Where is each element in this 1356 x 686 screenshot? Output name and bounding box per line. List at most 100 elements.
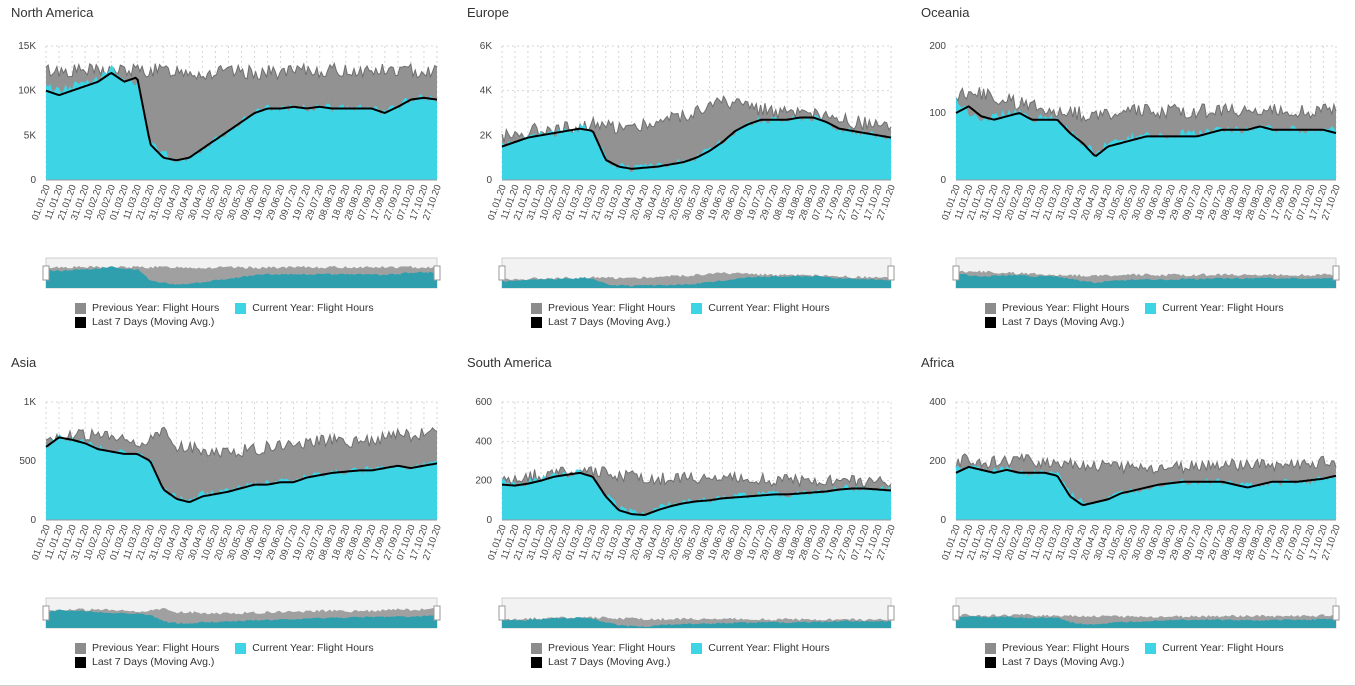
navigator bbox=[498, 597, 895, 629]
legend-label-current: Current Year: Flight Hours bbox=[708, 642, 830, 654]
navigator-handle-left bbox=[42, 265, 50, 281]
panel-south-america: South America 0 200 400 600 01.01.20 11.01.20… bbox=[456, 350, 911, 686]
legend-item-previous[interactable]: Previous Year: Flight Hours bbox=[75, 301, 219, 315]
navigator-current bbox=[956, 616, 1336, 628]
legend-label-moving-avg: Last 7 Days (Moving Avg.) bbox=[1002, 316, 1125, 328]
panel-asia: Asia 0 500 1K 01.01.20 11.01.20 21.01.20 31.01… bbox=[0, 350, 457, 686]
legend-label-previous: Previous Year: Flight Hours bbox=[92, 642, 220, 654]
legend-item-current[interactable]: Current Year: Flight Hours bbox=[235, 301, 374, 315]
navigator-current bbox=[46, 609, 437, 628]
series-current-area bbox=[956, 97, 1336, 180]
legend-swatch-moving-avg bbox=[985, 656, 996, 668]
legend-label-current: Current Year: Flight Hours bbox=[708, 302, 830, 314]
legend-swatch-previous bbox=[985, 302, 996, 314]
legend-label-moving-avg: Last 7 Days (Moving Avg.) bbox=[92, 316, 215, 328]
legend-item-current[interactable]: Current Year: Flight Hours bbox=[1145, 301, 1284, 315]
y-tick-label: 0 bbox=[486, 175, 492, 186]
navigator bbox=[498, 257, 895, 289]
chart-legend: Previous Year: Flight Hours Current Year… bbox=[75, 641, 390, 669]
legend-swatch-current bbox=[1145, 302, 1157, 314]
legend-label-current: Current Year: Flight Hours bbox=[1162, 302, 1284, 314]
y-tick-label: 5K bbox=[24, 130, 37, 141]
panel-europe: Europe 0 2K 4K 6K 01.01.20 11.01.20 21.01.20 31… bbox=[456, 0, 911, 351]
chart-africa: 020040001.01.2011.01.2021.01.2031.01.201… bbox=[929, 397, 1343, 629]
chart-legend: Previous Year: Flight Hours Current Year… bbox=[531, 641, 846, 669]
legend-item-current[interactable]: Current Year: Flight Hours bbox=[691, 641, 830, 655]
y-tick-label: 15K bbox=[18, 41, 36, 52]
y-tick-label: 6K bbox=[480, 41, 493, 52]
legend-label-current: Current Year: Flight Hours bbox=[252, 642, 374, 654]
navigator-current bbox=[956, 272, 1336, 288]
panel-title: Oceania bbox=[921, 5, 970, 20]
navigator-handle-right bbox=[1332, 265, 1340, 281]
panel-title: Asia bbox=[11, 355, 37, 370]
panel-title: South America bbox=[467, 355, 552, 370]
legend-item-current[interactable]: Current Year: Flight Hours bbox=[691, 301, 830, 315]
legend-label-moving-avg: Last 7 Days (Moving Avg.) bbox=[548, 656, 671, 668]
y-tick-label: 1K bbox=[24, 397, 37, 408]
legend-item-moving-avg[interactable]: Last 7 Days (Moving Avg.) bbox=[75, 315, 214, 329]
legend-item-previous[interactable]: Previous Year: Flight Hours bbox=[985, 641, 1129, 655]
series-moving-avg-line bbox=[501, 116, 892, 170]
legend-swatch-current bbox=[235, 302, 247, 314]
series-current-area bbox=[502, 114, 891, 180]
chart-legend: Previous Year: Flight Hours Current Year… bbox=[531, 301, 846, 329]
legend-label-current: Current Year: Flight Hours bbox=[1162, 642, 1284, 654]
navigator-handle-right bbox=[887, 265, 895, 281]
legend-item-moving-avg[interactable]: Last 7 Days (Moving Avg.) bbox=[531, 655, 670, 669]
series-current-area bbox=[956, 465, 1336, 520]
y-tick-label: 10K bbox=[18, 86, 36, 97]
legend-label-previous: Previous Year: Flight Hours bbox=[548, 302, 676, 314]
legend-swatch-moving-avg bbox=[531, 656, 542, 668]
legend-swatch-moving-avg bbox=[75, 316, 86, 328]
y-tick-label: 600 bbox=[475, 397, 492, 408]
legend-item-moving-avg[interactable]: Last 7 Days (Moving Avg.) bbox=[75, 655, 214, 669]
panel-title: Africa bbox=[921, 355, 955, 370]
legend-item-previous[interactable]: Previous Year: Flight Hours bbox=[985, 301, 1129, 315]
panel-title: North America bbox=[11, 5, 94, 20]
legend-item-moving-avg[interactable]: Last 7 Days (Moving Avg.) bbox=[985, 315, 1124, 329]
y-tick-label: 100 bbox=[929, 108, 946, 119]
legend-item-previous[interactable]: Previous Year: Flight Hours bbox=[75, 641, 219, 655]
y-tick-label: 500 bbox=[19, 456, 36, 467]
legend-label-previous: Previous Year: Flight Hours bbox=[92, 302, 220, 314]
chart-legend: Previous Year: Flight Hours Current Year… bbox=[985, 301, 1300, 329]
legend-item-previous[interactable]: Previous Year: Flight Hours bbox=[531, 641, 675, 655]
legend-item-moving-avg[interactable]: Last 7 Days (Moving Avg.) bbox=[985, 655, 1124, 669]
series-previous-line bbox=[955, 87, 1337, 123]
navigator-handle-left bbox=[498, 265, 506, 281]
panel-oceania: Oceania 0 100 200 01.01.20 11.01.20 21.01.20 3… bbox=[910, 0, 1356, 351]
chart-europe: 02K4K6K01.01.2011.01.2021.01.2031.01.201… bbox=[480, 41, 898, 289]
legend-swatch-current bbox=[691, 302, 703, 314]
navigator-current bbox=[46, 266, 437, 288]
legend-swatch-current bbox=[235, 642, 247, 654]
legend-item-previous[interactable]: Previous Year: Flight Hours bbox=[531, 301, 675, 315]
y-tick-label: 0 bbox=[486, 515, 492, 526]
panel-north-america: North America 0 5K 10K 15K 01.01.20 11.01.20 2… bbox=[0, 0, 457, 351]
legend-swatch-previous bbox=[531, 302, 542, 314]
legend-label-previous: Previous Year: Flight Hours bbox=[1002, 642, 1130, 654]
legend-item-moving-avg[interactable]: Last 7 Days (Moving Avg.) bbox=[531, 315, 670, 329]
legend-item-current[interactable]: Current Year: Flight Hours bbox=[1145, 641, 1284, 655]
navigator bbox=[42, 257, 441, 289]
legend-label-moving-avg: Last 7 Days (Moving Avg.) bbox=[92, 656, 215, 668]
legend-label-moving-avg: Last 7 Days (Moving Avg.) bbox=[1002, 656, 1125, 668]
legend-swatch-current bbox=[691, 642, 703, 654]
navigator-handle-left bbox=[952, 605, 960, 621]
navigator-handle-right bbox=[433, 265, 441, 281]
chart-south-america: 020040060001.01.2011.01.2021.01.2031.01.… bbox=[475, 397, 898, 629]
navigator-handle-right bbox=[433, 605, 441, 621]
panel-title: Europe bbox=[467, 5, 509, 20]
y-tick-label: 0 bbox=[940, 515, 946, 526]
legend-label-current: Current Year: Flight Hours bbox=[252, 302, 374, 314]
navigator-current bbox=[502, 275, 891, 288]
series-moving-avg-line bbox=[501, 471, 892, 517]
legend-item-current[interactable]: Current Year: Flight Hours bbox=[235, 641, 374, 655]
navigator-handle-right bbox=[1332, 605, 1340, 621]
navigator-handle-left bbox=[42, 605, 50, 621]
legend-swatch-previous bbox=[75, 642, 86, 654]
y-tick-label: 200 bbox=[929, 41, 946, 52]
series-moving-avg-line bbox=[955, 105, 1337, 158]
series-moving-avg-line bbox=[45, 71, 438, 162]
